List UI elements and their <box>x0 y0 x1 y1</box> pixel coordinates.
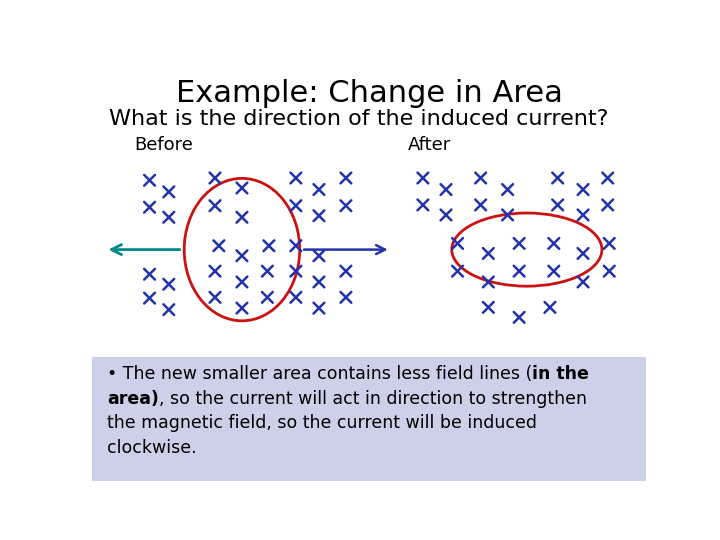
Text: the magnetic field, so the current will be induced: the magnetic field, so the current will … <box>107 414 537 433</box>
Text: clockwise.: clockwise. <box>107 439 197 457</box>
Text: What is the direction of the induced current?: What is the direction of the induced cur… <box>109 109 608 129</box>
Text: Example: Change in Area: Example: Change in Area <box>176 79 562 107</box>
Text: Before: Before <box>134 136 193 154</box>
Text: After: After <box>408 136 451 154</box>
Text: • The new smaller area contains less field lines (: • The new smaller area contains less fie… <box>107 365 533 383</box>
Text: , so the current will act in direction to strengthen: , so the current will act in direction t… <box>159 390 587 408</box>
Bar <box>92 357 647 481</box>
Text: area): area) <box>107 390 159 408</box>
Text: in the: in the <box>533 365 590 383</box>
